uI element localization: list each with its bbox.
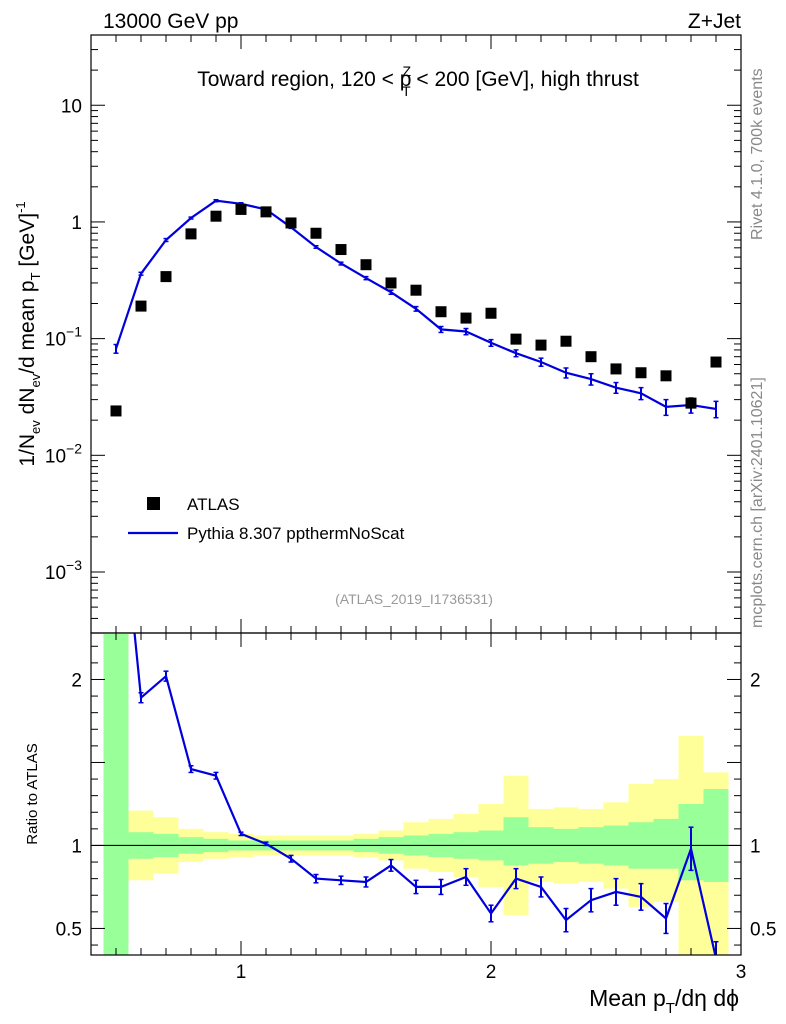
main-y-tick-label: 10 — [61, 96, 82, 117]
main-title: Toward region, 120 < pZ T < 200 [GeV], hi… — [197, 63, 639, 99]
main-y-tick-label: 10−2 — [45, 440, 82, 467]
atlas-data-point — [360, 259, 372, 271]
atlas-data-point — [210, 210, 222, 222]
atlas-data-point — [110, 405, 122, 417]
atlas-data-point — [460, 312, 472, 324]
ratio-y-tick-label-right: 2 — [750, 670, 761, 691]
ratio-y-tick-label: 2 — [71, 670, 82, 691]
mcplots-label: mcplots.cern.ch [arXiv:2401.10621] — [749, 377, 766, 628]
atlas-data-point — [235, 203, 247, 215]
atlas-data-point — [160, 271, 172, 283]
ratio-y-tick-label: 0.5 — [56, 919, 82, 940]
ratio-series-group — [133, 633, 719, 955]
atlas-data-point — [185, 228, 197, 240]
atlas-data-point — [585, 351, 597, 363]
atlas-data-point — [685, 397, 697, 409]
atlas-data-point — [260, 206, 272, 218]
ratio-inner-band — [103, 633, 129, 955]
legend: ATLAS Pythia 8.307 ppthermNoScat — [128, 495, 405, 543]
main-y-tick-label: 10−1 — [45, 324, 82, 351]
ratio-inner-band — [503, 817, 529, 866]
x-axis-label: Mean pT/dη dϕ — [589, 985, 739, 1017]
ratio-y-tick-label-right: 1 — [750, 836, 761, 857]
main-ylabel: 1/Nev dNev/d mean pT [GeV]-1 — [13, 201, 43, 466]
atlas-data-point — [660, 370, 672, 382]
atlas-data-point — [285, 217, 297, 229]
process-label: Z+Jet — [688, 10, 741, 33]
main-y-tick-label: 1 — [71, 213, 82, 234]
ratio-y-tick-label: 1 — [71, 836, 82, 857]
main-y-tick-label: 10−3 — [45, 557, 82, 584]
rivet-label: Rivet 4.1.0, 700k events — [749, 68, 766, 240]
ratio-y-tick-label-right: 0.5 — [750, 919, 776, 940]
ratio-panel: 1 2 3 0.5 0.5 1 1 2 2 Ratio to ATLAS — [24, 632, 776, 983]
analysis-id: (ATLAS_2019_I1736531) — [335, 591, 493, 607]
x-tick-label: 3 — [736, 962, 747, 983]
ratio-ylabel: Ratio to ATLAS — [24, 743, 41, 844]
energy-label: 13000 GeV pp — [103, 10, 238, 33]
atlas-data-point — [635, 367, 647, 379]
atlas-data-point — [335, 244, 347, 256]
ratio-inner-band — [703, 789, 729, 882]
atlas-data-point — [435, 306, 447, 318]
atlas-data-point — [510, 333, 522, 345]
x-tick-label: 2 — [486, 962, 497, 983]
ratio-inner-band — [653, 818, 679, 869]
x-tick-label: 1 — [236, 962, 247, 983]
atlas-data-point — [535, 339, 547, 351]
legend-pythia-label: Pythia 8.307 ppthermNoScat — [187, 524, 405, 543]
atlas-data-point — [560, 335, 572, 347]
legend-atlas-label: ATLAS — [187, 495, 240, 514]
atlas-data-point — [410, 284, 422, 296]
atlas-data-point — [610, 363, 622, 375]
atlas-data-point — [710, 356, 722, 368]
main-panel: 10 1 10−1 10−2 10−3 Toward region, 120 < pZ T… — [13, 34, 742, 634]
atlas-data-point — [310, 227, 322, 239]
legend-atlas-marker — [147, 497, 160, 510]
atlas-data-point — [135, 300, 147, 312]
atlas-data-point — [485, 307, 497, 319]
atlas-data-point — [385, 277, 397, 289]
